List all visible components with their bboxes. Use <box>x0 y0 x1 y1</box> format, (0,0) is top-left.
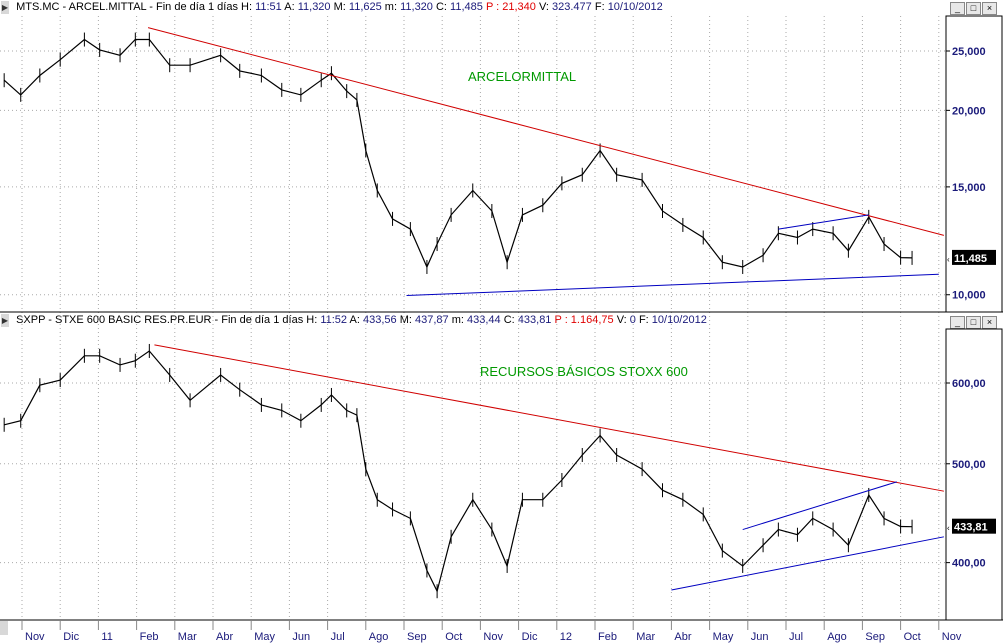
last-value-arrow-icon: ‹ <box>947 255 950 264</box>
chart-annotation: RECURSOS BÁSICOS STOXX 600 <box>480 364 688 379</box>
x-tick-label: May <box>254 631 275 643</box>
x-tick-label: Abr <box>674 631 691 643</box>
chart-panel-0: 25,000 20,000 15,000 10,000 ARCELORMITTAL 11,… <box>0 15 1003 313</box>
symbol: MTS.MC - ARCEL.MITTAL - Fin de día 1 día… <box>16 1 238 13</box>
x-tick-label: 12 <box>560 631 572 643</box>
x-tick-label: Jun <box>751 631 769 643</box>
x-tick-label: Nov <box>25 631 45 643</box>
label: F: <box>594 1 605 13</box>
close-value: 11,485 <box>450 1 483 13</box>
y-tick-label: 25,000 <box>952 46 986 58</box>
label: M: <box>399 314 412 326</box>
label: V: <box>616 314 627 326</box>
panel-header-arcelormittal: ▶ MTS.MC - ARCEL.MITTAL - Fin de día 1 d… <box>0 0 946 15</box>
scroll-arrow-icon[interactable] <box>0 621 8 635</box>
x-tick-label: Jul <box>331 631 345 643</box>
label: m: <box>384 1 398 13</box>
trendline-support <box>671 536 944 591</box>
label: H: <box>241 1 253 13</box>
maximize-button[interactable]: □ <box>966 2 981 15</box>
y-axis-box <box>945 15 1003 313</box>
x-tick-label: Feb <box>140 631 159 643</box>
label: A: <box>284 1 295 13</box>
x-tick-label: Nov <box>483 631 503 643</box>
price-line <box>3 38 913 269</box>
panel-header-stoxx: ▶ SXPP - STXE 600 BASIC RES.PR.EUR - Fin… <box>0 313 946 328</box>
x-tick-label: Ago <box>369 631 389 643</box>
last-value-label: 433,81 <box>954 522 988 534</box>
y-tick-label: 15,000 <box>952 182 986 194</box>
x-tick-label: 11 <box>101 631 112 643</box>
chart-panel-1: 600,00 500,00 400,00 RECURSOS BÁSICOS STOXX… <box>0 328 1003 621</box>
label: A: <box>349 314 360 326</box>
open-value: 433,56 <box>362 314 397 326</box>
panel-window-controls: _ □ × <box>950 2 997 15</box>
minimize-button[interactable]: _ <box>950 2 965 15</box>
x-tick-label: Oct <box>904 631 921 643</box>
label: M: <box>333 1 346 13</box>
trendline-resistance <box>147 27 945 236</box>
label: V: <box>538 1 549 13</box>
x-tick-label: Feb <box>598 631 617 643</box>
x-tick-label: Jul <box>789 631 803 643</box>
date-value: 10/10/2012 <box>651 314 707 326</box>
date-value: 10/10/2012 <box>607 1 663 13</box>
trendline-channel-top <box>742 481 897 531</box>
label: C: <box>503 314 515 326</box>
chart-annotation: ARCELORMITTAL <box>468 69 576 84</box>
y-tick-label: 600,00 <box>952 378 986 390</box>
symbol: SXPP - STXE 600 BASIC RES.PR.EUR - Fin d… <box>16 314 304 326</box>
y-tick-label: 10,000 <box>952 290 986 302</box>
low-value: 433,44 <box>467 314 501 326</box>
y-tick-label: 20,000 <box>952 105 986 117</box>
hour-value: 11:52 <box>320 314 348 326</box>
y-axis-box <box>945 328 1003 621</box>
x-tick-label: Ago <box>827 631 847 643</box>
x-tick-label: Mar <box>178 631 197 643</box>
label: m: <box>451 314 464 326</box>
last-value-label: 11,485 <box>954 253 987 265</box>
x-tick-label: Abr <box>216 631 233 643</box>
x-tick-label: Jun <box>292 631 310 643</box>
last-value-tag <box>952 518 996 534</box>
close-value: 433,81 <box>517 314 552 326</box>
expand-arrow-icon[interactable]: ▶ <box>1 1 9 14</box>
label: C: <box>435 1 447 13</box>
last-value-tag <box>952 249 996 265</box>
p-value: P : 1.164,75 <box>554 314 614 326</box>
high-value: 11,625 <box>348 1 382 13</box>
price-line <box>4 350 913 593</box>
x-tick-label: Dic <box>63 631 79 643</box>
label: F: <box>638 314 649 326</box>
expand-arrow-icon[interactable]: ▶ <box>1 314 9 327</box>
x-tick-label: May <box>713 631 734 643</box>
x-tick-label: Nov <box>942 631 962 643</box>
x-tick-label: Dic <box>522 631 538 643</box>
low-value: 11,320 <box>400 1 433 13</box>
p-value: P : 21,340 <box>485 1 536 13</box>
y-tick-label: 500,00 <box>952 459 986 471</box>
trendline-support <box>406 273 939 297</box>
trendline-resistance <box>154 344 944 492</box>
high-value: 437,87 <box>414 314 449 326</box>
x-tick-label: Oct <box>445 631 462 643</box>
x-tick-label: Sep <box>407 631 427 643</box>
hour-value: 11:51 <box>255 1 282 13</box>
y-tick-label: 400,00 <box>952 558 986 570</box>
trendline-channel-top <box>778 214 869 230</box>
x-tick-label: Sep <box>865 631 885 643</box>
close-button[interactable]: × <box>982 2 997 15</box>
open-value: 11,320 <box>297 1 331 13</box>
last-value-arrow-icon: ‹ <box>947 524 950 533</box>
panel-window-controls: _ □ × <box>950 316 997 329</box>
x-tick-label: Mar <box>636 631 655 643</box>
label: H: <box>306 314 318 326</box>
volume-value: 323.477 <box>552 1 592 13</box>
